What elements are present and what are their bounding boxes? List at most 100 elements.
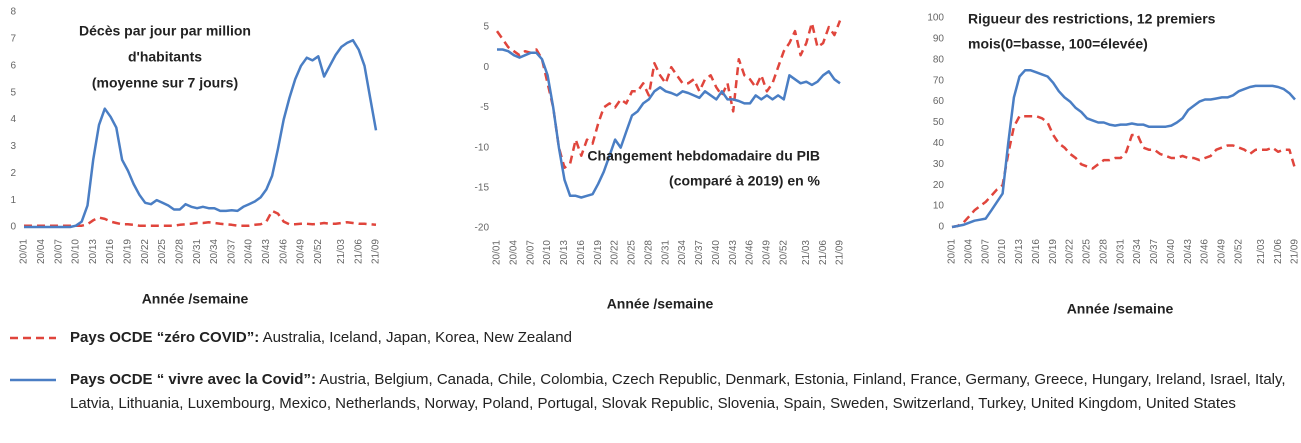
x-tick-label: 20/40 (244, 239, 255, 264)
x-axis-title: Année /semaine (1067, 301, 1174, 317)
x-tick-label: 20/10 (542, 240, 553, 265)
x-tick-label: 20/46 (745, 240, 756, 265)
chart-title: Décès par jour par million (79, 23, 251, 39)
legend-swatch (10, 378, 56, 382)
x-tick-label: 20/16 (576, 240, 587, 265)
x-tick-label: 20/01 (947, 239, 958, 264)
y-tick-label: 0 (10, 222, 16, 233)
x-tick-label: 20/19 (1048, 239, 1059, 264)
x-tick-label: 20/19 (593, 240, 604, 265)
y-tick-label: 6 (10, 60, 16, 71)
x-tick-label: 20/52 (313, 239, 324, 264)
chart-title: mois(0=basse, 100=élevée) (968, 36, 1148, 52)
legend-countries: Austria, Belgium, Canada, Chile, Colombi… (70, 371, 1286, 412)
x-tick-label: 21/06 (353, 239, 364, 264)
series-line (24, 209, 377, 227)
chart-title: d'habitants (128, 49, 202, 65)
chart-title: Rigueur des restrictions, 12 premiers (968, 11, 1216, 27)
x-tick-label: 20/28 (174, 239, 185, 264)
x-tick-label: 20/22 (140, 239, 151, 264)
x-tick-label: 21/06 (1273, 239, 1284, 264)
y-tick-label: 50 (933, 117, 945, 128)
x-tick-label: 20/34 (677, 240, 688, 265)
x-tick-label: 20/04 (36, 239, 47, 264)
chart-title: (moyenne sur 7 jours) (92, 75, 238, 91)
series-line (497, 48, 841, 199)
x-tick-label: 20/01 (19, 239, 30, 264)
y-tick-label: 8 (10, 7, 16, 18)
legend-countries: Australia, Iceland, Japan, Korea, New Ze… (262, 329, 572, 346)
x-tick-label: 21/03 (1256, 239, 1267, 264)
x-tick-label: 20/43 (261, 239, 272, 264)
x-tick-label: 21/03 (336, 239, 347, 264)
x-tick-label: 20/07 (525, 240, 536, 265)
x-tick-label: 20/13 (559, 240, 570, 265)
x-tick-label: 20/37 (226, 239, 237, 264)
x-tick-label: 20/31 (1115, 239, 1126, 264)
chart-title: Changement hebdomadaire du PIB (587, 148, 820, 164)
x-tick-label: 20/13 (1014, 239, 1025, 264)
x-tick-label: 21/09 (835, 240, 846, 265)
x-tick-label: 20/10 (997, 239, 1008, 264)
x-tick-label: 20/31 (660, 240, 671, 265)
x-tick-label: 20/52 (1233, 239, 1244, 264)
x-tick-label: 21/09 (371, 239, 382, 264)
legend-entry: Pays OCDE “ vivre avec la Covid”: Austri… (70, 368, 1295, 416)
x-tick-label: 20/34 (209, 239, 220, 264)
y-tick-label: 90 (933, 34, 945, 45)
x-tick-label: 20/34 (1132, 239, 1143, 264)
x-tick-label: 20/28 (643, 240, 654, 265)
x-tick-label: 20/31 (192, 239, 203, 264)
y-tick-label: 2 (10, 168, 16, 179)
y-tick-label: -20 (475, 223, 490, 234)
x-tick-label: 20/25 (157, 239, 168, 264)
series-line (951, 69, 1296, 229)
x-tick-label: 20/40 (711, 240, 722, 265)
x-tick-label: 21/06 (818, 240, 829, 265)
x-tick-label: 20/04 (964, 239, 975, 264)
x-tick-label: 20/49 (762, 240, 773, 265)
y-tick-label: 3 (10, 141, 16, 152)
y-tick-label: 60 (933, 96, 945, 107)
x-tick-label: 20/04 (509, 240, 520, 265)
x-tick-label: 20/37 (1149, 239, 1160, 264)
y-tick-label: 10 (933, 201, 945, 212)
y-tick-label: 7 (10, 34, 16, 45)
y-tick-label: 0 (938, 222, 944, 233)
x-tick-label: 21/03 (801, 240, 812, 265)
x-tick-label: 20/49 (1217, 239, 1228, 264)
series-line (951, 114, 1297, 229)
x-tick-label: 20/16 (1031, 239, 1042, 264)
x-tick-label: 20/49 (296, 239, 307, 264)
x-tick-label: 20/07 (980, 239, 991, 264)
x-tick-label: 20/52 (778, 240, 789, 265)
x-tick-label: 20/13 (88, 239, 99, 264)
legend-label: Pays OCDE “ vivre avec la Covid”: (70, 371, 316, 388)
x-tick-label: 20/25 (627, 240, 638, 265)
x-tick-label: 20/22 (1065, 239, 1076, 264)
y-tick-label: 40 (933, 138, 945, 149)
y-tick-label: 1 (10, 195, 16, 206)
x-tick-label: 20/19 (123, 239, 134, 264)
y-tick-label: -5 (480, 102, 489, 113)
y-tick-label: 80 (933, 54, 945, 65)
y-tick-label: 4 (10, 114, 16, 125)
x-tick-label: 20/46 (1200, 239, 1211, 264)
y-tick-label: -10 (475, 142, 490, 153)
x-tick-label: 20/01 (492, 240, 503, 265)
x-tick-label: 20/43 (728, 240, 739, 265)
legend-label: Pays OCDE “zéro COVID”: (70, 329, 260, 346)
x-tick-label: 20/37 (694, 240, 705, 265)
x-tick-label: 20/10 (71, 239, 82, 264)
x-tick-label: 20/16 (105, 239, 116, 264)
y-tick-label: 5 (483, 22, 489, 33)
y-tick-label: -15 (475, 182, 490, 193)
y-tick-label: 30 (933, 159, 945, 170)
series-line (495, 20, 842, 169)
x-tick-label: 20/28 (1098, 239, 1109, 264)
x-tick-label: 20/43 (1183, 239, 1194, 264)
charts: 0 1 2 3 4 5 6 7 8 20/01 20/04 20/07 20/10 20/13 20/16 2… (10, 7, 1300, 317)
x-tick-label: 20/40 (1166, 239, 1177, 264)
y-tick-label: 5 (10, 87, 16, 98)
